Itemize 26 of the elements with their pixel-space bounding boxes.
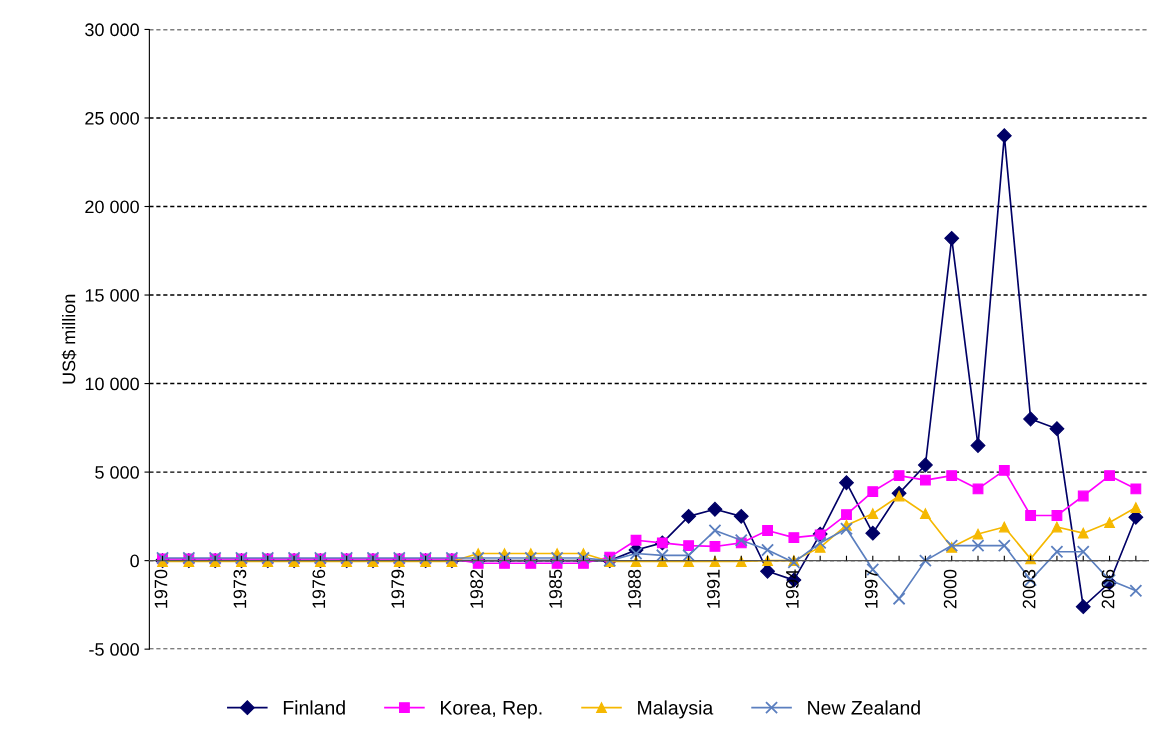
legend-label: Finland <box>283 700 345 715</box>
x-tick-label: 2006 <box>1101 569 1115 609</box>
y-tick-label: 10 000 <box>85 377 139 391</box>
x-tick-label: 1985 <box>549 569 562 608</box>
x-tick-label: 1991 <box>707 569 720 608</box>
x-tick-label: 1982 <box>470 569 484 608</box>
x-tick-label: 1994 <box>785 569 799 608</box>
y-axis-title: US$ million <box>61 294 77 384</box>
x-tick-label: 1997 <box>864 569 878 608</box>
y-tick-label: 20 000 <box>85 200 139 214</box>
x-tick-label: 1970 <box>154 569 168 608</box>
legend-label: Malaysia <box>638 700 714 719</box>
x-tick-label: 1988 <box>628 569 641 608</box>
x-tick-label: 2000 <box>943 569 957 609</box>
legend-label: Korea, Rep. <box>441 701 542 719</box>
legend-label: New Zealand <box>808 700 920 715</box>
x-tick-label: 1973 <box>233 569 247 608</box>
y-tick-label: 5 000 <box>95 466 139 479</box>
y-tick-label: 25 000 <box>85 111 139 125</box>
y-tick-label: -5 000 <box>89 643 139 656</box>
y-tick-label: 0 <box>130 554 139 568</box>
y-tick-label: 30 000 <box>85 23 139 37</box>
x-tick-label: 1976 <box>312 569 326 608</box>
x-tick-label: 1979 <box>391 569 405 608</box>
y-tick-label: 15 000 <box>85 288 139 302</box>
x-tick-label: 2003 <box>1022 569 1036 609</box>
